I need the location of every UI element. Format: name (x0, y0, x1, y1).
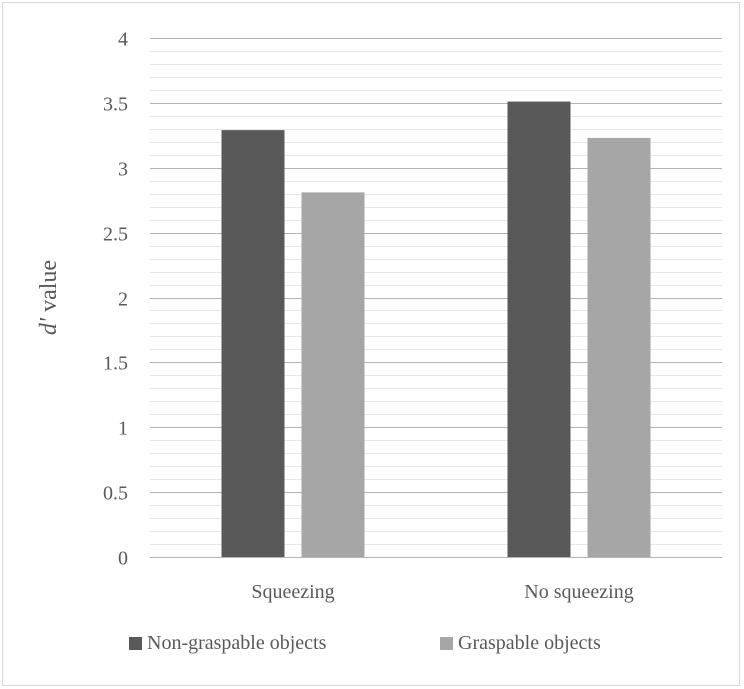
y-tick-label: 1.5 (103, 353, 128, 375)
y-tick-label: 0.5 (103, 483, 128, 505)
y-tick-label: 4 (118, 29, 128, 51)
bar (301, 192, 365, 557)
y-axis-ticks: 0 0.5 1 1.5 2 2.5 3 3.5 4 (103, 29, 128, 570)
legend: Non-graspable objects Graspable objects (129, 632, 601, 654)
bars (221, 101, 651, 557)
bar (507, 101, 571, 557)
x-axis-labels: Squeezing No squeezing (251, 581, 633, 603)
bar (587, 137, 651, 557)
legend-swatch (440, 637, 453, 650)
y-axis-title: d' value (36, 260, 62, 335)
y-tick-label: 3 (118, 159, 128, 181)
x-category-label: No squeezing (524, 581, 633, 603)
y-tick-label: 2.5 (103, 224, 128, 246)
y-tick-label: 2 (118, 289, 128, 311)
y-tick-label: 3.5 (103, 94, 128, 116)
legend-label: Graspable objects (458, 632, 601, 654)
y-tick-label: 0 (118, 548, 128, 570)
x-category-label: Squeezing (251, 581, 334, 603)
y-tick-label: 1 (118, 418, 128, 440)
bar (221, 130, 285, 557)
legend-swatch (129, 637, 142, 650)
legend-label: Non-graspable objects (147, 632, 327, 654)
